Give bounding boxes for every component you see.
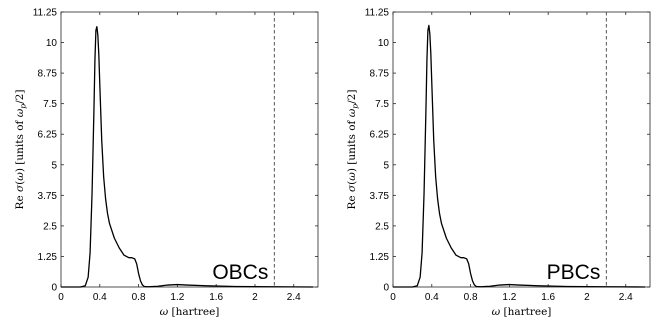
plot-frame xyxy=(60,11,319,288)
y-tick-label: 0 xyxy=(383,283,389,294)
chart-panel-1: 0 1.25 2.5 3.75 5 6.25 7.5 8.75 10 11.25 0 0.4 0.8 1.… xyxy=(346,8,651,318)
series-line xyxy=(61,26,314,288)
x-tick-label: 1.2 xyxy=(170,292,184,303)
y-tick-label: 1.25 xyxy=(370,252,390,263)
x-tick-label: 2.4 xyxy=(619,292,633,303)
y-tick-label: 10 xyxy=(46,38,58,49)
y-tick-label: 2.5 xyxy=(43,221,57,232)
panel-label: OBCs xyxy=(212,261,268,284)
x-tick-label: 0.8 xyxy=(132,292,146,303)
y-tick-label: 10 xyxy=(378,38,390,49)
y-tick-label: 0 xyxy=(51,283,57,294)
y-tick-label: 11.25 xyxy=(33,8,58,19)
x-tick-label: 2 xyxy=(584,292,590,303)
x-tick-label: 1.2 xyxy=(502,292,516,303)
x-tick-label: 0 xyxy=(390,292,396,303)
panel-label: PBCs xyxy=(547,261,601,284)
y-tick-label: 5 xyxy=(383,160,389,171)
y-tick-label: 2.5 xyxy=(375,221,389,232)
x-tick-label: 1.6 xyxy=(541,292,555,303)
y-tick-label: 7.5 xyxy=(375,99,389,110)
y-axis-label: Re σ(ω) [units of ωp/2] xyxy=(14,90,28,210)
y-tick-label: 6.25 xyxy=(370,130,390,141)
x-tick-label: 0 xyxy=(58,292,64,303)
series-line xyxy=(393,24,646,288)
x-tick-label: 0.4 xyxy=(93,292,107,303)
y-tick-label: 8.75 xyxy=(370,69,390,80)
y-tick-label: 5 xyxy=(51,160,57,171)
y-axis-label: Re σ(ω) [units of ωp/2] xyxy=(346,90,360,210)
y-tick-label: 6.25 xyxy=(38,130,58,141)
plot-frame xyxy=(392,11,651,288)
y-tick-label: 11.25 xyxy=(365,8,390,19)
y-tick-label: 1.25 xyxy=(38,252,58,263)
x-axis-label: ω [hartree] xyxy=(160,306,220,318)
x-tick-label: 1.6 xyxy=(209,292,223,303)
y-tick-label: 3.75 xyxy=(38,191,58,202)
x-axis-label: ω [hartree] xyxy=(492,306,552,318)
x-tick-label: 2.4 xyxy=(287,292,301,303)
x-tick-label: 0.8 xyxy=(464,292,478,303)
chart-panel-0: 0 1.25 2.5 3.75 5 6.25 7.5 8.75 10 11.25 0 0.4 0.8 1.… xyxy=(14,8,319,318)
x-tick-label: 0.4 xyxy=(425,292,439,303)
y-tick-label: 8.75 xyxy=(38,69,58,80)
y-tick-label: 3.75 xyxy=(370,191,390,202)
x-tick-label: 2 xyxy=(252,292,258,303)
y-tick-label: 7.5 xyxy=(43,99,57,110)
